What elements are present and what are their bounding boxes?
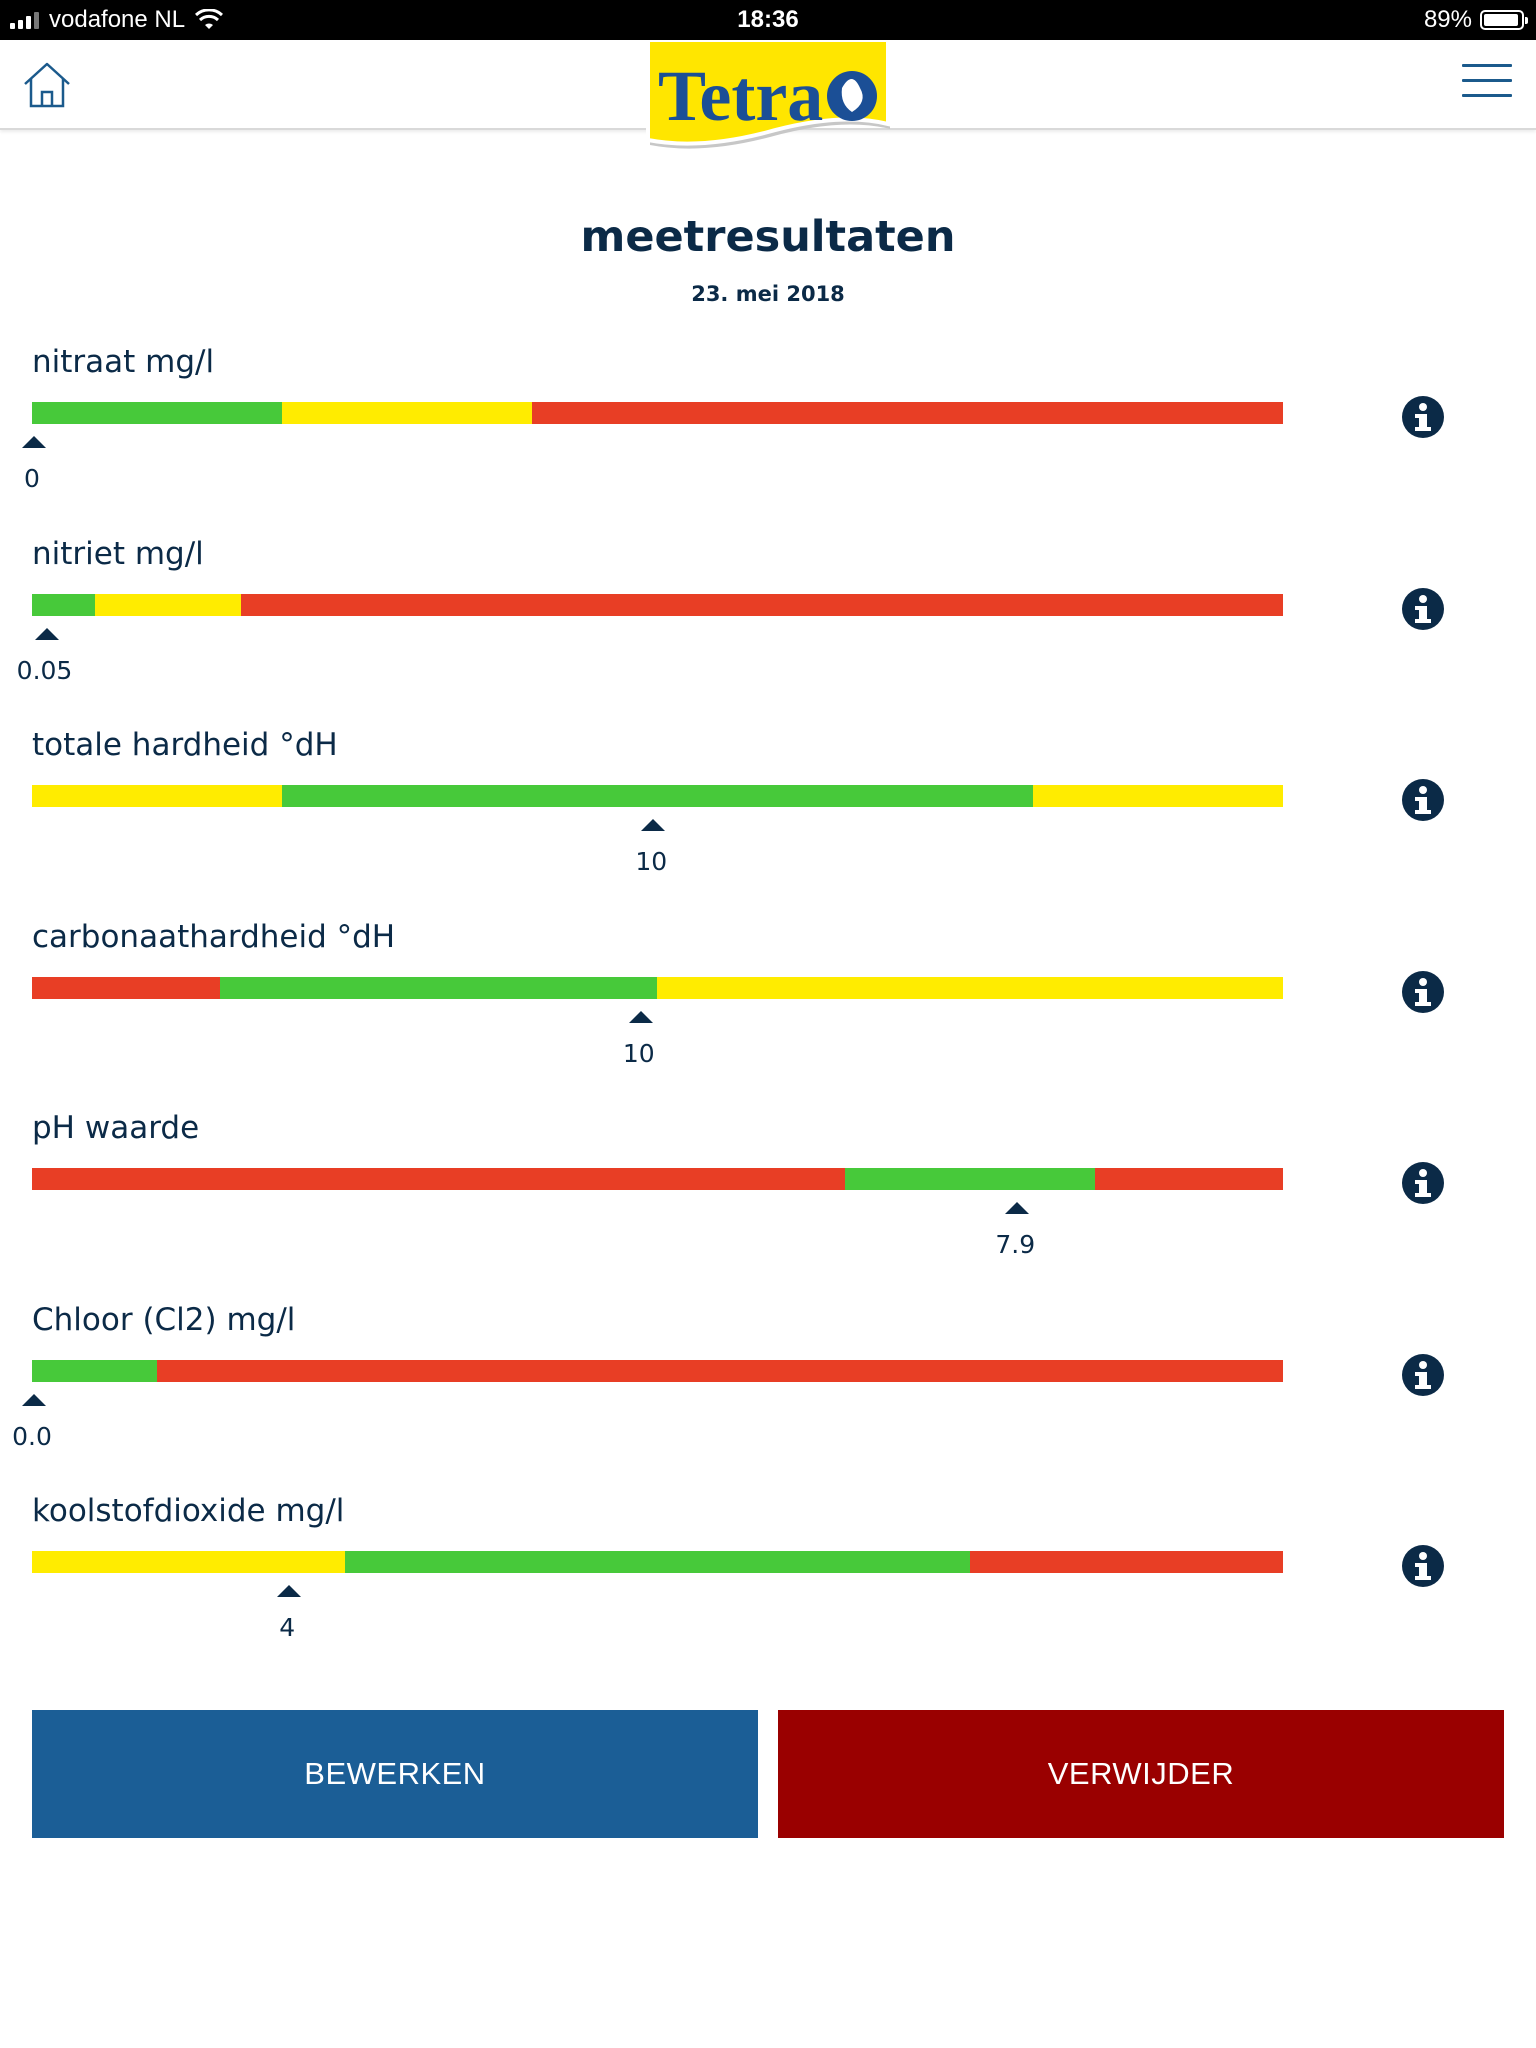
delete-button[interactable]: VERWIJDER: [778, 1710, 1504, 1838]
status-bar: vodafone NL 18:36 89%: [0, 0, 1536, 40]
range-segment-red: [1095, 1168, 1283, 1190]
range-bar: [32, 594, 1283, 616]
range-segment-green: [344, 1551, 971, 1573]
info-icon[interactable]: [1402, 779, 1444, 821]
wifi-icon: [195, 9, 224, 29]
info-icon[interactable]: [1402, 588, 1444, 630]
range-bar: [32, 1360, 1283, 1382]
range-bar: [32, 977, 1283, 999]
info-icon[interactable]: [1402, 1354, 1444, 1396]
range-segment-yellow: [32, 785, 283, 807]
cellular-signal-icon: [10, 11, 39, 29]
measurement-row: pH waarde 7.9: [0, 1110, 1536, 1300]
value-marker-icon: [34, 628, 59, 640]
measurement-value: 7.9: [995, 1230, 1036, 1259]
measurement-value: 0: [24, 464, 40, 493]
battery-percentage: 89%: [1423, 6, 1472, 33]
logo-text: Tetra: [658, 56, 823, 136]
info-icon[interactable]: [1402, 1545, 1444, 1587]
tetra-logo: Tetra: [640, 38, 896, 160]
measurement-row: totale hardheid °dH 10: [0, 727, 1536, 917]
range-segment-red: [32, 977, 220, 999]
clock: 18:36: [737, 6, 799, 33]
value-marker-icon: [277, 1585, 302, 1597]
range-segment-green: [282, 785, 1033, 807]
range-bar: [32, 1551, 1283, 1573]
range-bar: [32, 1168, 1283, 1190]
measurement-date: 23. mei 2018: [691, 282, 845, 306]
measurement-label: pH waarde: [32, 1110, 200, 1146]
measurement-value: 10: [622, 1039, 655, 1068]
range-segment-red: [157, 1360, 1283, 1382]
range-segment-green: [32, 594, 95, 616]
edit-button[interactable]: BEWERKEN: [32, 1710, 758, 1838]
range-segment-yellow: [282, 402, 533, 424]
measurement-label: totale hardheid °dH: [32, 727, 338, 763]
measurement-label: koolstofdioxide mg/l: [32, 1493, 345, 1529]
battery-icon: [1480, 10, 1528, 30]
value-marker-icon: [628, 1011, 653, 1023]
measurement-value: 4: [279, 1613, 296, 1642]
measurement-row: Chloor (Cl2) mg/l 0.0: [0, 1302, 1536, 1492]
range-segment-green: [845, 1168, 1096, 1190]
value-marker-icon: [1005, 1202, 1030, 1214]
info-icon[interactable]: [1402, 396, 1444, 438]
page-title: meetresultaten: [580, 212, 956, 262]
range-bar: [32, 402, 1283, 424]
home-button[interactable]: [20, 58, 74, 112]
measurement-label: nitriet mg/l: [32, 536, 204, 572]
range-segment-yellow: [94, 594, 241, 616]
range-segment-yellow: [657, 977, 1283, 999]
info-icon[interactable]: [1402, 971, 1444, 1013]
measurement-row: nitraat mg/l 0: [0, 344, 1536, 534]
measurement-value: 10: [635, 847, 668, 876]
carrier-label: vodafone NL: [49, 6, 186, 33]
measurement-label: Chloor (Cl2) mg/l: [32, 1302, 296, 1338]
range-segment-green: [219, 977, 658, 999]
value-marker-icon: [22, 1394, 46, 1406]
value-marker-icon: [641, 819, 666, 831]
range-segment-yellow: [32, 1551, 345, 1573]
range-segment-yellow: [1032, 785, 1283, 807]
menu-button[interactable]: [1462, 64, 1512, 104]
measurement-label: nitraat mg/l: [32, 344, 215, 380]
range-segment-red: [32, 1168, 846, 1190]
measurement-value: 0.05: [16, 656, 73, 685]
hamburger-menu-icon: [1462, 64, 1512, 97]
range-segment-green: [32, 1360, 158, 1382]
measurement-label: carbonaathardheid °dH: [32, 919, 396, 955]
range-bar: [32, 785, 1283, 807]
measurement-value: 0.0: [12, 1422, 52, 1451]
range-segment-red: [532, 402, 1283, 424]
range-segment-red: [240, 594, 1283, 616]
info-icon[interactable]: [1402, 1162, 1444, 1204]
measurement-row: nitriet mg/l 0.05: [0, 536, 1536, 726]
range-segment-red: [970, 1551, 1283, 1573]
value-marker-icon: [22, 436, 46, 448]
home-icon: [24, 62, 70, 108]
measurement-row: koolstofdioxide mg/l 4: [0, 1493, 1536, 1683]
measurement-row: carbonaathardheid °dH 10: [0, 919, 1536, 1109]
range-segment-green: [32, 402, 283, 424]
